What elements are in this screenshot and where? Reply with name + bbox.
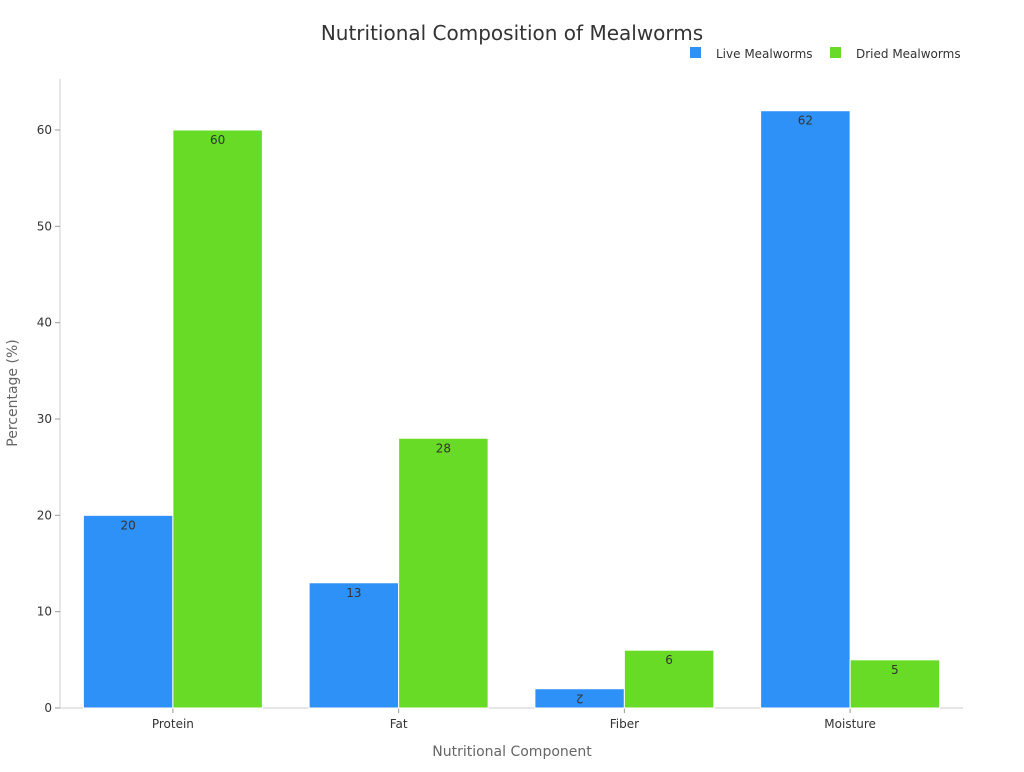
data-label: 2 bbox=[576, 692, 584, 706]
y-tick-label: 10 bbox=[37, 605, 52, 619]
data-label: 60 bbox=[210, 133, 225, 147]
x-tick-label: Moisture bbox=[824, 717, 876, 731]
data-label: 6 bbox=[665, 653, 673, 667]
bar-live-mealworms-moisture bbox=[760, 110, 851, 709]
y-tick-label: 40 bbox=[37, 316, 52, 330]
bar-dried-mealworms-fat bbox=[398, 437, 489, 709]
legend-label-dried: Dried Mealworms bbox=[856, 47, 961, 61]
data-label: 62 bbox=[798, 114, 813, 128]
y-tick-label: 50 bbox=[37, 219, 52, 233]
data-label: 5 bbox=[891, 663, 899, 677]
chart-title: Nutritional Composition of Mealworms bbox=[321, 21, 703, 45]
bar-live-mealworms-protein bbox=[82, 514, 174, 709]
bar-dried-mealworms-protein bbox=[172, 129, 263, 709]
y-tick-label: 20 bbox=[37, 508, 52, 522]
x-tick-label: Protein bbox=[152, 717, 194, 731]
data-label: 13 bbox=[346, 586, 361, 600]
y-tick-label: 30 bbox=[37, 412, 52, 426]
legend-swatch-dried bbox=[830, 47, 841, 58]
x-tick-label: Fiber bbox=[610, 717, 639, 731]
x-axis-label: Nutritional Component bbox=[432, 744, 592, 760]
x-tick-label: Fat bbox=[390, 717, 408, 731]
legend-swatch-live bbox=[690, 47, 701, 58]
legend-label-live: Live Mealworms bbox=[716, 47, 813, 61]
bar-dried-mealworms-fiber bbox=[623, 649, 715, 709]
bar-live-mealworms-fat bbox=[308, 582, 400, 709]
data-label: 20 bbox=[120, 518, 135, 532]
y-axis-label: Percentage (%) bbox=[5, 339, 21, 446]
legend: Live Mealworms Dried Mealworms bbox=[690, 47, 961, 61]
bar-dried-mealworms-moisture bbox=[849, 659, 941, 709]
data-label: 28 bbox=[436, 441, 451, 455]
y-tick-label: 60 bbox=[37, 123, 52, 137]
y-tick-label: 0 bbox=[44, 701, 52, 715]
